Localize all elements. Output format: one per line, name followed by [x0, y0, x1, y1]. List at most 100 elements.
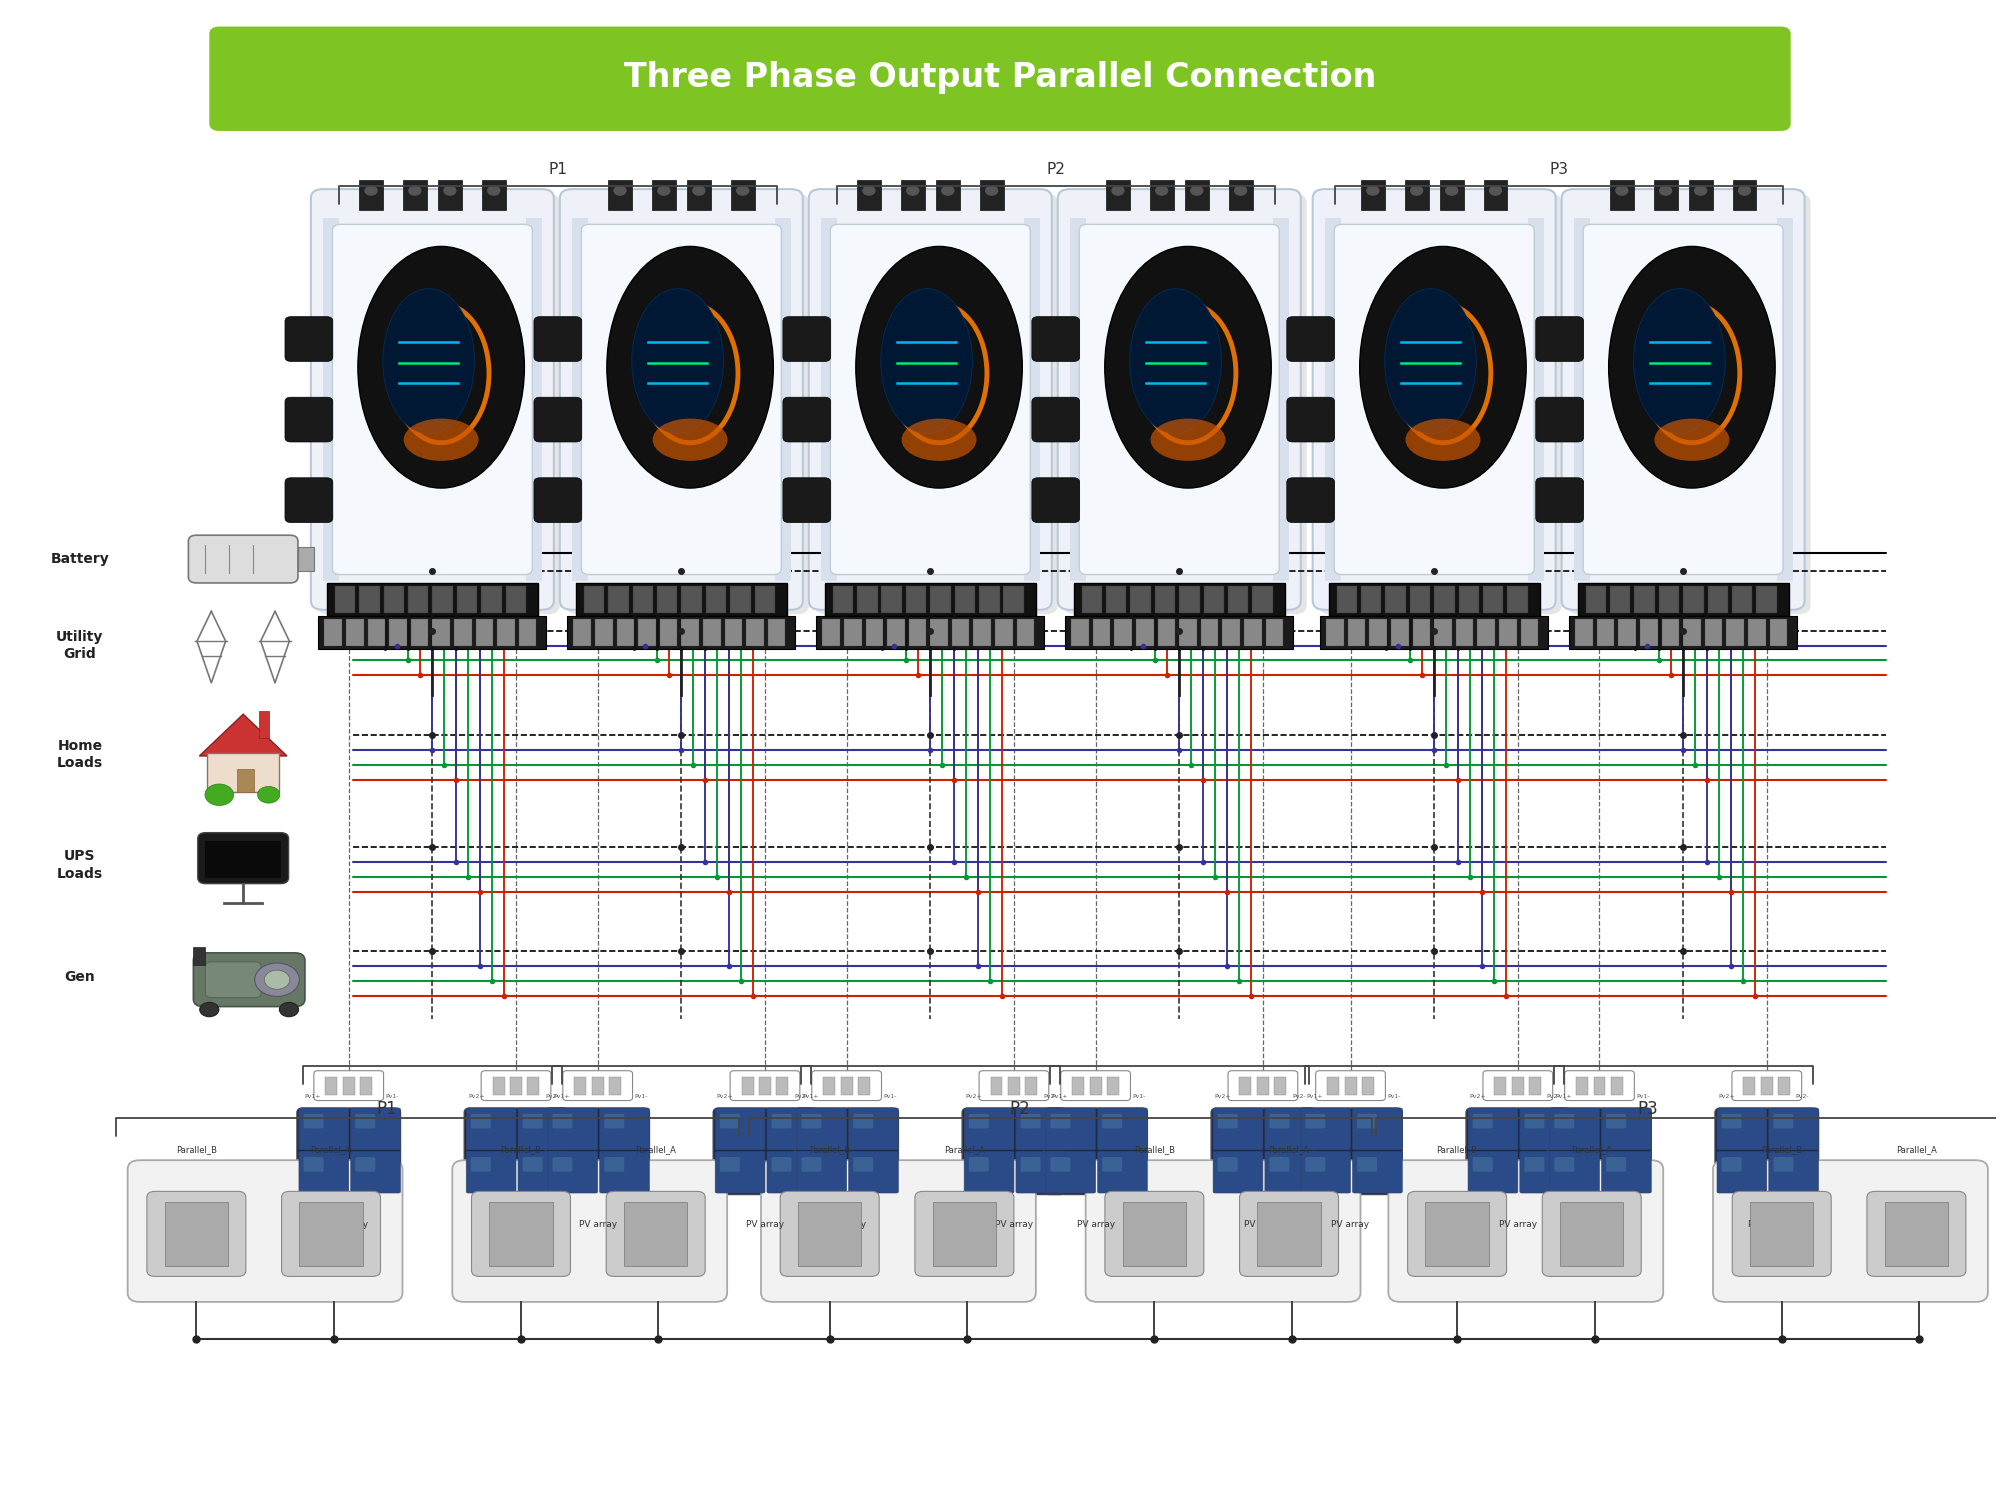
FancyBboxPatch shape	[1408, 1191, 1506, 1276]
Bar	[1386, 586, 1406, 613]
Circle shape	[1190, 186, 1202, 195]
FancyBboxPatch shape	[854, 1114, 874, 1128]
FancyBboxPatch shape	[1714, 1160, 1988, 1302]
Bar	[1090, 1077, 1102, 1095]
FancyBboxPatch shape	[1044, 1108, 1148, 1194]
Bar	[652, 180, 676, 210]
Bar	[724, 618, 742, 645]
Bar	[1154, 586, 1176, 613]
Circle shape	[1234, 186, 1246, 195]
FancyBboxPatch shape	[304, 1156, 324, 1172]
Text: P2: P2	[1046, 162, 1066, 177]
Bar	[1778, 1077, 1790, 1095]
FancyBboxPatch shape	[968, 1114, 988, 1128]
Bar	[492, 1077, 504, 1095]
Bar	[1004, 586, 1024, 613]
Circle shape	[1446, 186, 1458, 195]
Circle shape	[408, 186, 420, 195]
FancyBboxPatch shape	[356, 1156, 376, 1172]
Bar	[368, 618, 386, 645]
Text: PV array: PV array	[1498, 1220, 1536, 1228]
Bar	[236, 770, 254, 792]
Text: PV array: PV array	[1580, 1220, 1618, 1228]
FancyBboxPatch shape	[560, 189, 802, 610]
Bar	[506, 586, 526, 613]
Circle shape	[1410, 186, 1422, 195]
FancyBboxPatch shape	[590, 614, 772, 645]
FancyBboxPatch shape	[1312, 189, 1556, 610]
Bar	[1484, 180, 1508, 210]
Bar	[908, 618, 926, 645]
Bar	[820, 217, 836, 580]
FancyBboxPatch shape	[1214, 1152, 1262, 1192]
FancyBboxPatch shape	[1286, 478, 1334, 522]
FancyBboxPatch shape	[1542, 1191, 1642, 1276]
FancyBboxPatch shape	[1768, 1152, 1818, 1192]
Bar	[1328, 584, 1540, 616]
Bar	[1684, 586, 1704, 613]
Bar	[730, 586, 750, 613]
Bar	[1594, 1077, 1606, 1095]
FancyBboxPatch shape	[284, 316, 332, 362]
Bar	[1360, 180, 1384, 210]
Text: Parallel_B: Parallel_B	[810, 1144, 850, 1154]
Circle shape	[204, 784, 234, 806]
FancyBboxPatch shape	[1732, 1071, 1802, 1101]
Bar	[1704, 618, 1722, 645]
Bar	[1574, 217, 1590, 580]
Bar	[774, 217, 790, 580]
FancyBboxPatch shape	[304, 1114, 324, 1128]
FancyBboxPatch shape	[716, 1152, 764, 1192]
Text: Home
Loads: Home Loads	[56, 740, 102, 770]
Bar	[1136, 618, 1154, 645]
FancyBboxPatch shape	[472, 1191, 570, 1276]
Bar	[1586, 586, 1606, 613]
Ellipse shape	[382, 288, 474, 434]
Bar	[1412, 618, 1430, 645]
FancyBboxPatch shape	[1564, 1071, 1634, 1101]
Bar	[1684, 618, 1700, 645]
Bar	[1708, 586, 1728, 613]
Bar	[746, 618, 764, 645]
FancyBboxPatch shape	[772, 1114, 792, 1128]
FancyBboxPatch shape	[1032, 316, 1080, 362]
Bar	[798, 1202, 862, 1266]
Bar	[702, 618, 720, 645]
Bar	[1478, 618, 1494, 645]
Bar	[482, 586, 502, 613]
Text: Pv2+: Pv2+	[966, 1094, 982, 1100]
Circle shape	[280, 1002, 298, 1017]
Bar	[1520, 618, 1538, 645]
FancyBboxPatch shape	[1306, 1156, 1326, 1172]
Text: Pv1+: Pv1+	[1306, 1094, 1322, 1100]
Bar	[1158, 618, 1176, 645]
Bar	[572, 217, 588, 580]
FancyBboxPatch shape	[1716, 1108, 1766, 1150]
Bar	[260, 711, 268, 738]
FancyBboxPatch shape	[980, 1071, 1048, 1101]
Text: Parallel_A: Parallel_A	[310, 1144, 352, 1154]
Text: Pv1+: Pv1+	[1556, 1094, 1572, 1100]
Text: Pv1-: Pv1-	[884, 1094, 898, 1100]
Bar	[456, 586, 478, 613]
Bar	[1498, 618, 1516, 645]
FancyBboxPatch shape	[566, 194, 808, 615]
FancyBboxPatch shape	[1524, 1156, 1544, 1172]
FancyBboxPatch shape	[1098, 1108, 1148, 1150]
Bar	[1336, 586, 1358, 613]
Bar	[526, 217, 542, 580]
Bar	[1108, 1077, 1120, 1095]
FancyBboxPatch shape	[1716, 1108, 1818, 1194]
Bar	[164, 1202, 228, 1266]
Bar	[824, 1077, 836, 1095]
FancyBboxPatch shape	[964, 1152, 1014, 1192]
Bar	[930, 586, 950, 613]
Circle shape	[986, 186, 998, 195]
FancyBboxPatch shape	[772, 1156, 792, 1172]
FancyBboxPatch shape	[1568, 194, 1810, 615]
FancyBboxPatch shape	[1536, 478, 1584, 522]
Bar	[1328, 1077, 1340, 1095]
FancyBboxPatch shape	[1732, 1191, 1832, 1276]
FancyBboxPatch shape	[796, 1152, 846, 1192]
FancyBboxPatch shape	[1046, 1152, 1096, 1192]
